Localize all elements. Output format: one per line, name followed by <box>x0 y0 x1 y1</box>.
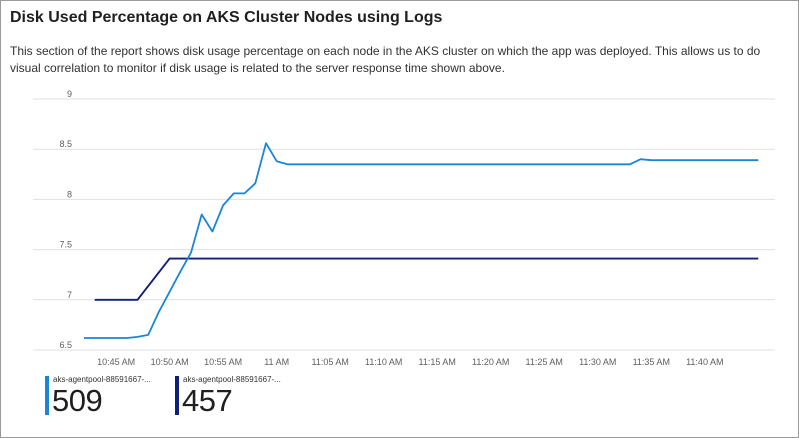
legend-latest-value: 457 <box>182 383 233 418</box>
legend-series-name: aks-agentpool-88591667-... <box>183 375 281 384</box>
x-tick-label: 11:30 AM <box>579 357 616 367</box>
grid-lines <box>33 98 775 351</box>
series-line-1[interactable] <box>84 142 759 339</box>
x-tick-label: 11 AM <box>264 357 289 367</box>
section-description: This section of the report shows disk us… <box>10 44 761 75</box>
y-tick-label: 7.5 <box>59 240 72 250</box>
y-tick-label: 9 <box>67 89 72 99</box>
x-tick-label: 11:05 AM <box>311 357 348 367</box>
legend-latest-value: 509 <box>52 383 103 418</box>
page-title: Disk Used Percentage on AKS Cluster Node… <box>10 9 443 26</box>
y-tick-label: 6.5 <box>59 340 72 350</box>
series-line-2[interactable] <box>94 257 759 301</box>
legend-color-swatch <box>175 376 179 415</box>
y-tick-label: 7 <box>67 290 72 300</box>
y-tick-label: 8 <box>67 189 72 199</box>
x-tick-label: 11:15 AM <box>419 357 456 367</box>
legend-color-swatch <box>45 376 49 415</box>
x-tick-label: 11:20 AM <box>472 357 509 367</box>
x-tick-label: 11:35 AM <box>633 357 670 367</box>
x-tick-label: 10:45 AM <box>97 357 135 367</box>
x-tick-label: 11:25 AM <box>526 357 563 367</box>
x-tick-label: 11:10 AM <box>365 357 402 367</box>
x-tick-label: 10:50 AM <box>151 357 189 367</box>
y-tick-label: 8.5 <box>59 139 72 149</box>
y-axis-ticks: 6.5 7 7.5 8 8.5 9 <box>59 89 72 350</box>
legend-series-name: aks-agentpool-88591667-... <box>53 375 151 384</box>
x-axis-ticks: 10:45 AM 10:50 AM 10:55 AM 11 AM 11:05 AM 11:… <box>97 357 723 367</box>
x-tick-label: 11:40 AM <box>686 357 723 367</box>
x-tick-label: 10:55 AM <box>204 357 242 367</box>
series-lines[interactable] <box>84 142 759 339</box>
